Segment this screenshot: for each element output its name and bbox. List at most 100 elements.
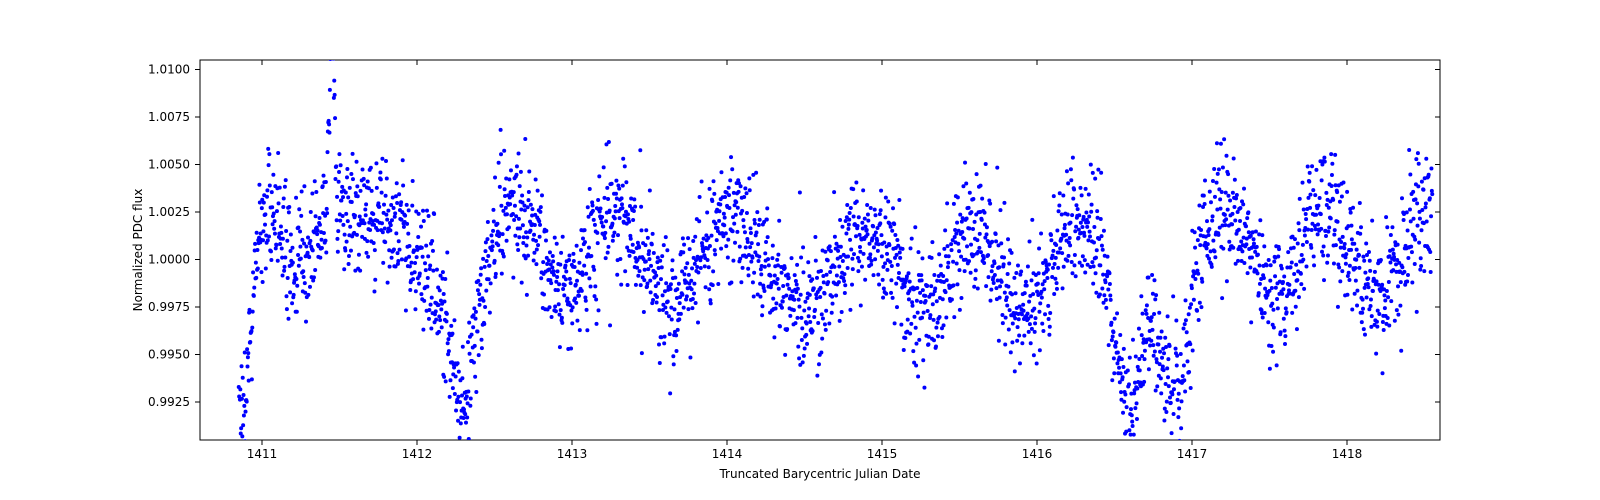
- data-point: [567, 258, 571, 262]
- data-point: [1202, 194, 1206, 198]
- data-point: [251, 270, 255, 274]
- data-point: [336, 250, 340, 254]
- data-point: [313, 179, 317, 183]
- data-point: [1289, 265, 1293, 269]
- data-point: [708, 187, 712, 191]
- data-point: [604, 256, 608, 260]
- data-point: [485, 237, 489, 241]
- data-point: [437, 314, 441, 318]
- data-point: [670, 268, 674, 272]
- data-point: [1087, 214, 1091, 218]
- data-point: [468, 404, 472, 408]
- data-point: [1268, 279, 1272, 283]
- data-point: [1023, 291, 1027, 295]
- data-point: [1246, 210, 1250, 214]
- data-point: [535, 247, 539, 251]
- data-point: [266, 147, 270, 151]
- data-point: [511, 276, 515, 280]
- data-point: [1428, 196, 1432, 200]
- data-point: [760, 313, 764, 317]
- data-point: [723, 195, 727, 199]
- data-point: [792, 308, 796, 312]
- data-point: [1061, 194, 1065, 198]
- data-point: [423, 261, 427, 265]
- data-point: [1139, 294, 1143, 298]
- data-point: [520, 281, 524, 285]
- data-point: [1207, 257, 1211, 261]
- data-point: [335, 195, 339, 199]
- data-point: [389, 223, 393, 227]
- data-point: [1357, 253, 1361, 257]
- data-point: [713, 248, 717, 252]
- data-point: [364, 202, 368, 206]
- data-point: [1089, 210, 1093, 214]
- data-point: [1409, 245, 1413, 249]
- data-point: [573, 297, 577, 301]
- data-point: [688, 247, 692, 251]
- data-point: [592, 268, 596, 272]
- data-point: [297, 207, 301, 211]
- data-point: [318, 216, 322, 220]
- data-point: [1026, 264, 1030, 268]
- data-point: [1005, 304, 1009, 308]
- data-point: [476, 329, 480, 333]
- data-point: [812, 286, 816, 290]
- data-point: [1355, 303, 1359, 307]
- data-point: [264, 266, 268, 270]
- data-point: [327, 131, 331, 135]
- data-point: [1293, 289, 1297, 293]
- data-point: [1090, 260, 1094, 264]
- data-point: [1320, 250, 1324, 254]
- data-point: [595, 322, 599, 326]
- data-point: [445, 312, 449, 316]
- data-point: [1296, 242, 1300, 246]
- data-point: [870, 259, 874, 263]
- data-point: [349, 172, 353, 176]
- data-point: [359, 189, 363, 193]
- data-point: [597, 174, 601, 178]
- data-point: [857, 259, 861, 263]
- data-point: [1150, 273, 1154, 277]
- data-point: [564, 277, 568, 281]
- data-point: [873, 208, 877, 212]
- data-point: [1376, 309, 1380, 313]
- data-point: [458, 436, 462, 440]
- data-point: [818, 295, 822, 299]
- data-point: [1340, 269, 1344, 273]
- data-point: [388, 265, 392, 269]
- data-point: [428, 263, 432, 267]
- data-point: [257, 183, 261, 187]
- data-point: [1106, 288, 1110, 292]
- data-point: [926, 309, 930, 313]
- data-point: [502, 254, 506, 258]
- data-point: [402, 225, 406, 229]
- data-point: [876, 249, 880, 253]
- data-point: [421, 209, 425, 213]
- data-point: [1092, 240, 1096, 244]
- data-point: [727, 186, 731, 190]
- data-point: [555, 242, 559, 246]
- data-point: [339, 163, 343, 167]
- data-point: [891, 296, 895, 300]
- data-point: [999, 241, 1003, 245]
- data-point: [420, 246, 424, 250]
- data-point: [980, 197, 984, 201]
- data-point: [950, 297, 954, 301]
- data-point: [763, 265, 767, 269]
- data-point: [553, 236, 557, 240]
- data-point: [1379, 258, 1383, 262]
- data-point: [839, 245, 843, 249]
- data-point: [1363, 271, 1367, 275]
- data-point: [1080, 225, 1084, 229]
- data-point: [603, 236, 607, 240]
- data-point: [1143, 349, 1147, 353]
- data-point: [427, 317, 431, 321]
- data-point: [466, 389, 470, 393]
- data-point: [1242, 261, 1246, 265]
- data-point: [1217, 233, 1221, 237]
- data-point: [1225, 154, 1229, 158]
- data-point: [715, 238, 719, 242]
- data-point: [682, 243, 686, 247]
- data-point: [792, 298, 796, 302]
- data-point: [575, 319, 579, 323]
